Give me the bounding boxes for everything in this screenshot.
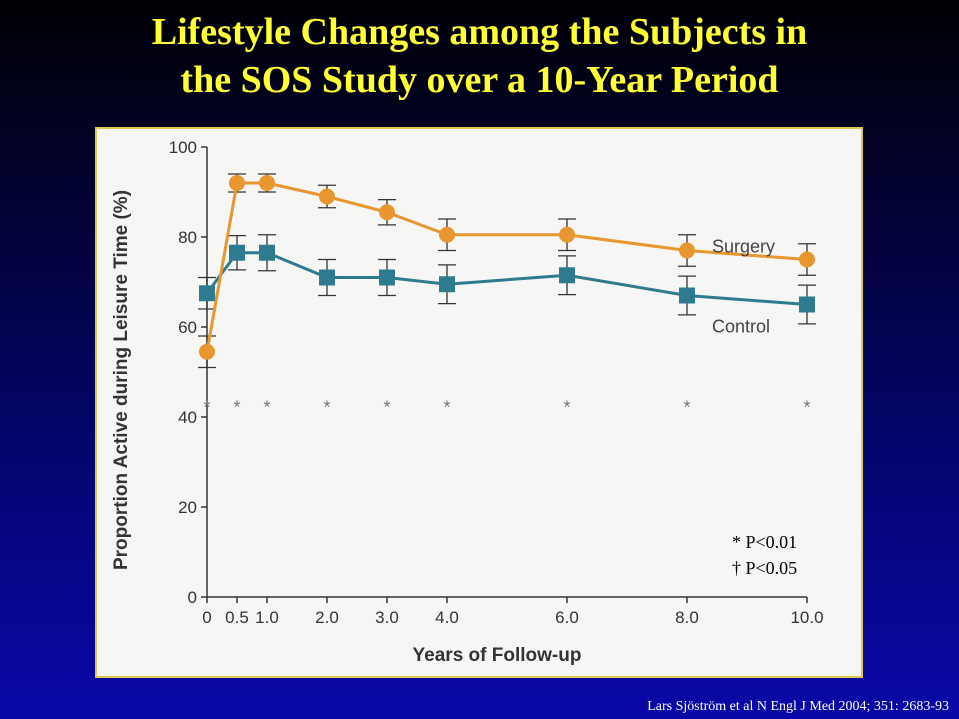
- data-point-surgery: [319, 188, 335, 205]
- y-tick-label: 0: [188, 588, 197, 607]
- significance-asterisk: *: [443, 398, 450, 418]
- significance-asterisk: *: [683, 398, 690, 418]
- data-point-control: [229, 244, 245, 261]
- slide-title: Lifestyle Changes among the Subjects in …: [0, 8, 959, 104]
- data-point-control: [379, 269, 395, 286]
- significance-asterisk: *: [233, 398, 240, 418]
- data-point-control: [679, 287, 695, 304]
- title-line-1: Lifestyle Changes among the Subjects in: [151, 11, 808, 53]
- significance-asterisk: *: [203, 398, 210, 418]
- significance-asterisk: *: [263, 398, 270, 418]
- title-line-2: the SOS Study over a 10-Year Period: [180, 59, 779, 101]
- y-axis-label: Proportion Active during Leisure Time (%…: [111, 190, 132, 570]
- data-point-control: [319, 269, 335, 286]
- data-point-control: [559, 267, 575, 284]
- data-point-surgery: [229, 175, 245, 191]
- x-tick-label: 0: [202, 608, 211, 627]
- data-point-control: [439, 276, 455, 293]
- data-point-surgery: [799, 251, 815, 268]
- x-tick-label: 2.0: [315, 608, 339, 627]
- x-tick-label: 10.0: [790, 608, 823, 627]
- y-tick-label: 100: [169, 138, 197, 157]
- data-point-surgery: [559, 226, 575, 243]
- chart-panel: 0 20 40 60 80 100 0 0.5 1.0 2.0 3.0 4.0 6.0 8.0 10.0 Ye…: [95, 127, 863, 678]
- data-point-surgery: [199, 343, 215, 360]
- series-line-control: [205, 251, 808, 306]
- y-tick-label: 40: [178, 408, 197, 427]
- significance-asterisk: *: [323, 398, 330, 418]
- significance-asterisk: *: [563, 398, 570, 418]
- x-tick-label: 8.0: [675, 608, 699, 627]
- y-tick-label: 80: [178, 228, 197, 247]
- citation: Lars Sjöström et al N Engl J Med 2004; 3…: [647, 699, 949, 714]
- y-tick-label: 60: [178, 318, 197, 337]
- data-point-control: [259, 244, 275, 261]
- data-point-control: [799, 296, 815, 313]
- series-label-control: Control: [712, 317, 770, 337]
- footnote-p005: † P<0.05: [732, 558, 798, 578]
- series-label-surgery: Surgery: [712, 237, 775, 257]
- data-point-surgery: [379, 204, 395, 221]
- x-tick-label: 1.0: [255, 608, 279, 627]
- significance-asterisk: *: [383, 398, 390, 418]
- x-axis-label: Years of Follow-up: [413, 645, 582, 666]
- footnote-p001: * P<0.01: [732, 532, 798, 552]
- x-tick-label: 6.0: [555, 608, 579, 627]
- data-point-control: [199, 285, 215, 302]
- y-tick-label: 20: [178, 498, 197, 517]
- line-chart: 0 20 40 60 80 100 0 0.5 1.0 2.0 3.0 4.0 6.0 8.0 10.0 Ye…: [111, 138, 824, 666]
- x-tick-label: 0.5: [225, 608, 249, 627]
- data-point-surgery: [259, 175, 275, 191]
- significance-asterisk: *: [803, 398, 810, 418]
- x-tick-label: 3.0: [375, 608, 399, 627]
- x-tick-label: 4.0: [435, 608, 459, 627]
- data-point-surgery: [439, 226, 455, 243]
- data-point-surgery: [679, 242, 695, 259]
